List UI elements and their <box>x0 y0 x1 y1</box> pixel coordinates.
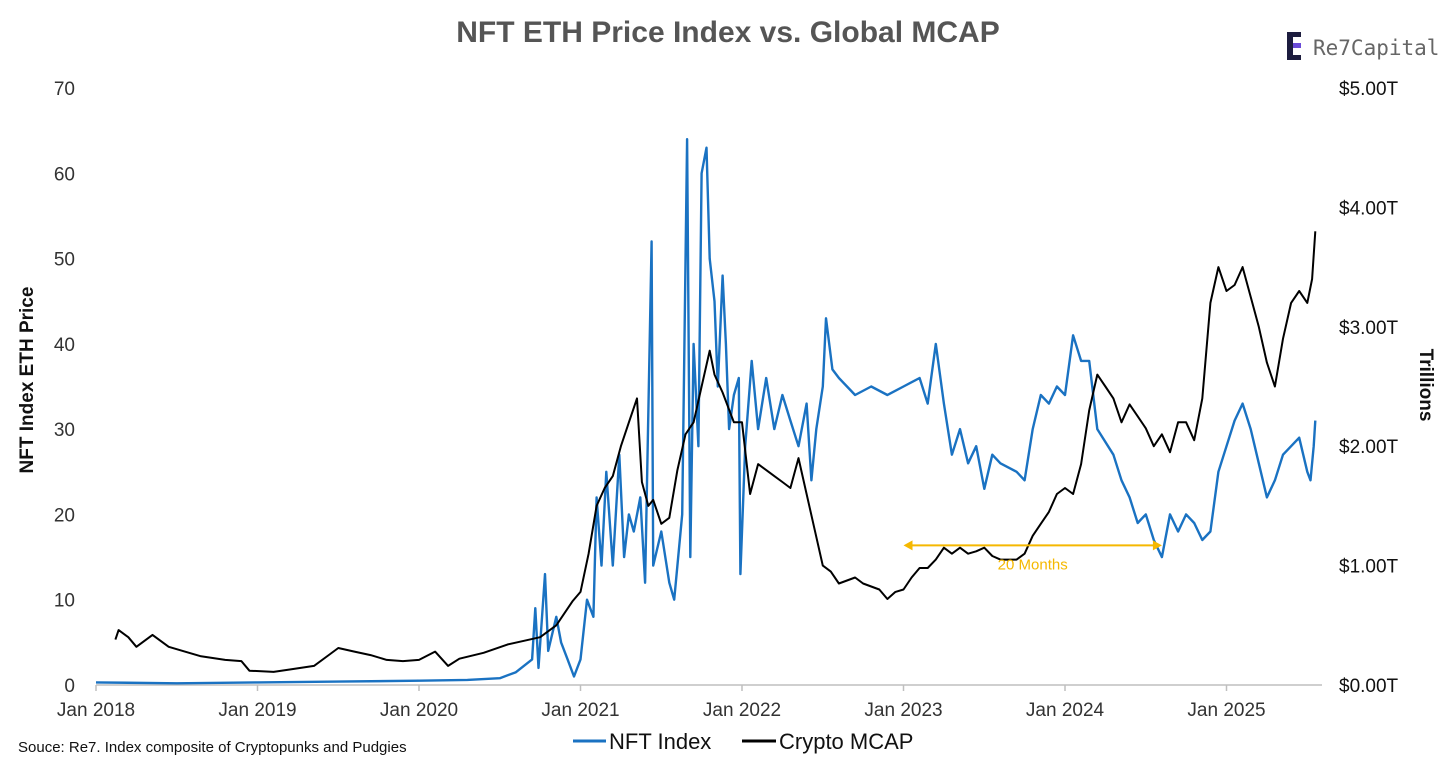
y-tick-label: 40 <box>54 335 75 356</box>
y2-tick-label: $0.00T <box>1339 676 1399 697</box>
brand-logo: Re7Capital <box>1287 32 1439 60</box>
y-axis-label: NFT Index ETH Price <box>17 287 38 474</box>
legend: NFT Index Crypto MCAP <box>573 729 913 754</box>
x-tick-label: Jan 2018 <box>57 700 135 721</box>
y-tick-label: 30 <box>54 420 75 441</box>
logo-stripe-icon <box>1293 43 1301 48</box>
y2-tick-label: $1.00T <box>1339 557 1399 578</box>
y2-tick-label: $2.00T <box>1339 437 1399 458</box>
arrow-left-icon <box>903 540 913 551</box>
y-tick-label: 20 <box>54 505 75 526</box>
source-note: Souce: Re7. Index composite of Cryptopun… <box>18 739 407 756</box>
y-axis-ticks: 0 10 20 30 40 50 60 70 <box>54 79 75 697</box>
y2-axis-ticks: $0.00T $1.00T $2.00T $3.00T $4.00T $5.00T <box>1339 79 1399 697</box>
y2-axis-label: Trillions <box>1415 349 1436 422</box>
y-tick-label: 50 <box>54 250 75 271</box>
legend-label-nft: NFT Index <box>609 729 711 754</box>
y2-tick-label: $5.00T <box>1339 79 1399 100</box>
x-axis-ticks: Jan 2018 Jan 2019 Jan 2020 Jan 2021 Jan 2022… <box>57 685 1266 721</box>
chart-title: NFT ETH Price Index vs. Global MCAP <box>456 16 999 49</box>
legend-label-mcap: Crypto MCAP <box>779 729 913 754</box>
y2-tick-label: $3.00T <box>1339 318 1399 339</box>
x-tick-label: Jan 2023 <box>864 700 942 721</box>
logo-stripe-icon <box>1293 55 1301 60</box>
series-line-nft-index <box>95 138 1317 685</box>
y2-tick-label: $4.00T <box>1339 198 1399 219</box>
x-tick-label: Jan 2022 <box>703 700 781 721</box>
annotation-20-months: 20 Months <box>903 540 1162 573</box>
y-tick-label: 70 <box>54 79 75 100</box>
x-tick-label: Jan 2020 <box>380 700 458 721</box>
y-tick-label: 0 <box>64 676 75 697</box>
arrow-right-icon <box>1152 540 1162 551</box>
x-tick-label: Jan 2024 <box>1026 700 1105 721</box>
y-tick-label: 60 <box>54 164 75 185</box>
x-tick-label: Jan 2021 <box>541 700 619 721</box>
series-group <box>95 138 1317 685</box>
logo-stripe-icon <box>1293 32 1301 37</box>
x-tick-label: Jan 2019 <box>218 700 296 721</box>
y-tick-label: 10 <box>54 591 75 612</box>
x-tick-label: Jan 2025 <box>1187 700 1265 721</box>
series-line-crypto-mcap <box>114 231 1317 673</box>
brand-name: Re7Capital <box>1313 36 1439 60</box>
annotation-label: 20 Months <box>998 556 1068 573</box>
logo-bar-icon <box>1287 32 1293 60</box>
